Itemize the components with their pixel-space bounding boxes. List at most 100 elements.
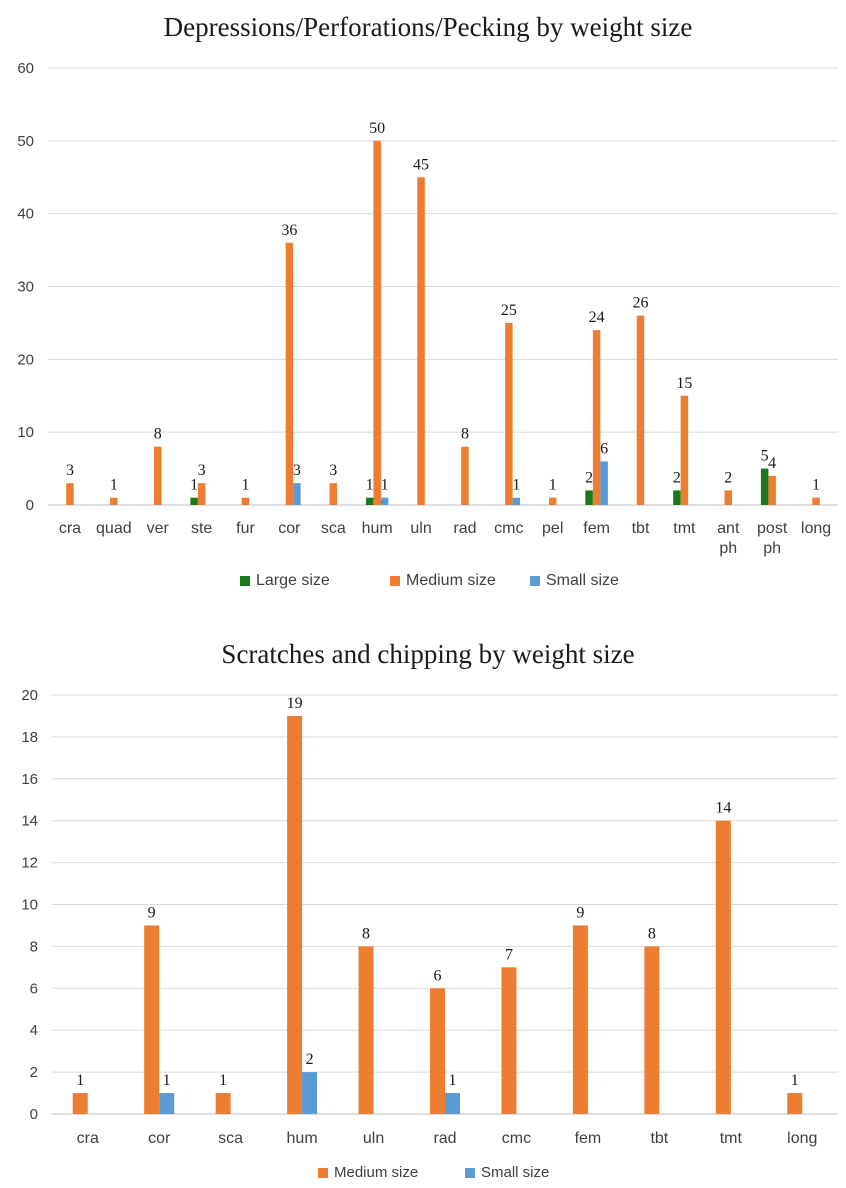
category-label: ste (191, 520, 212, 537)
data-label: 1 (449, 1072, 457, 1089)
data-label: 9 (148, 904, 156, 921)
legend-label: Small size (481, 1164, 549, 1181)
bar (787, 1093, 803, 1114)
category-label: long (801, 520, 831, 537)
data-label: 36 (281, 222, 297, 239)
category-label: cra (59, 520, 81, 537)
bar (110, 497, 118, 505)
bar (680, 395, 689, 505)
bar (153, 446, 162, 505)
y-tick-label: 60 (17, 60, 34, 77)
data-label: 3 (329, 462, 337, 479)
data-label: 2 (724, 469, 732, 486)
legend-swatch (465, 1168, 475, 1178)
bar (302, 1072, 318, 1114)
bar (417, 177, 425, 505)
data-label: 8 (461, 426, 469, 443)
y-tick-label: 30 (17, 279, 34, 296)
data-label: 8 (648, 925, 656, 942)
x-axis-categories: cra quad ver ste fur cor sca hum uln rad cmc pel fem… (59, 520, 831, 557)
legend-swatch (240, 576, 250, 586)
category-label: rad (433, 1130, 456, 1147)
category-label: tbt (650, 1130, 668, 1147)
legend-label: Medium size (334, 1164, 418, 1181)
category-label: rad (453, 520, 476, 537)
legend-swatch (318, 1168, 328, 1178)
category-label: ver (147, 520, 170, 537)
category-label: pel (542, 520, 563, 537)
bar (159, 1093, 175, 1114)
legend-label: Small size (546, 572, 619, 589)
data-label: 7 (505, 946, 513, 963)
bar (72, 1093, 88, 1114)
data-label: 1 (549, 477, 557, 494)
bar (190, 497, 198, 505)
bar (760, 468, 769, 505)
bar (585, 490, 593, 505)
category-label: hum (362, 520, 393, 537)
y-tick-label: 2 (30, 1064, 38, 1081)
y-tick-label: 10 (17, 424, 34, 441)
y-axis-ticks: 0 10 20 30 40 50 60 (17, 60, 34, 514)
y-tick-label: 20 (21, 687, 38, 704)
bar (724, 490, 733, 505)
bar (768, 475, 776, 505)
category-label: tmt (673, 520, 696, 537)
bar (636, 315, 645, 505)
bar (644, 946, 660, 1114)
legend-label: Medium size (406, 572, 496, 589)
category-label: cmc (494, 520, 523, 537)
data-label: 1 (512, 477, 520, 494)
bar (241, 497, 250, 505)
category-label: cor (148, 1130, 171, 1147)
data-label: 1 (110, 477, 118, 494)
data-label: 19 (287, 695, 303, 712)
category-label: uln (363, 1130, 384, 1147)
bar (197, 483, 206, 505)
category-label: fem (575, 1130, 602, 1147)
data-label: 1 (190, 477, 198, 494)
chart-title: Scratches and chipping by weight size (221, 639, 634, 669)
data-label: 1 (219, 1072, 227, 1089)
bar (287, 715, 303, 1114)
data-label: 1 (242, 477, 250, 494)
bar (548, 497, 557, 505)
data-label: 1 (812, 477, 820, 494)
y-tick-label: 16 (21, 771, 38, 788)
gridlines (52, 694, 838, 1115)
y-tick-label: 12 (21, 855, 38, 872)
data-label: 5 (761, 448, 769, 465)
category-label: long (787, 1130, 817, 1147)
category-label: ant ph (717, 520, 740, 557)
bar (592, 330, 601, 505)
data-label: 1 (163, 1072, 171, 1089)
data-label: 9 (576, 904, 584, 921)
y-axis-ticks: 0 2 4 6 8 10 12 14 16 18 20 (21, 687, 38, 1123)
category-label: cra (77, 1130, 99, 1147)
scratches-chart: Scratches and chipping by weight size 0 2… (21, 639, 838, 1181)
data-label: 4 (768, 455, 776, 472)
bar (812, 497, 820, 505)
category-label: fur (236, 520, 255, 537)
category-label: cmc (502, 1130, 531, 1147)
data-label: 24 (589, 309, 605, 326)
bar (293, 483, 301, 505)
data-label: 25 (501, 302, 517, 319)
data-label: 8 (362, 925, 370, 942)
bar (365, 497, 374, 505)
depressions-chart: Depressions/Perforations/Pecking by weig… (17, 12, 838, 589)
x-axis-categories: cra cor sca hum uln rad cmc fem tbt tmt long (77, 1130, 818, 1147)
bar (512, 497, 521, 505)
bar (358, 946, 374, 1114)
bar (285, 242, 294, 506)
data-label: 3 (198, 462, 206, 479)
bar (144, 925, 160, 1114)
bar (572, 925, 588, 1114)
category-label: quad (96, 520, 132, 537)
bar (715, 820, 731, 1114)
bar (380, 497, 389, 505)
legend-label: Large size (256, 572, 330, 589)
y-tick-label: 4 (30, 1022, 38, 1039)
category-label: sca (218, 1130, 243, 1147)
category-label: fem (583, 520, 610, 537)
